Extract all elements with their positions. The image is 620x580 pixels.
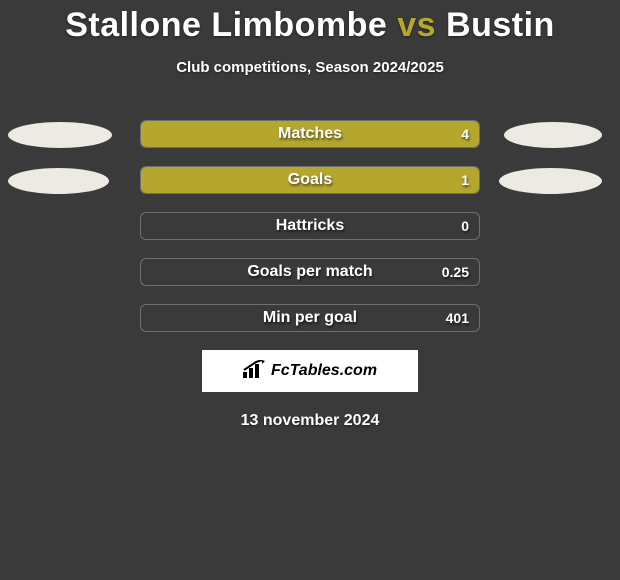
stat-bar: Goals1 (140, 166, 480, 194)
date-stamp: 13 november 2024 (0, 412, 620, 430)
stat-label: Goals per match (141, 263, 479, 281)
comparison-widget: Stallone Limbombe vs Bustin Club competi… (0, 0, 620, 430)
stat-label: Matches (141, 125, 479, 143)
bar-chart-icon (243, 360, 265, 383)
stat-label: Goals (141, 171, 479, 189)
vs-separator: vs (397, 6, 436, 44)
stat-row: Matches4 (0, 120, 620, 150)
stat-value: 0.25 (442, 264, 469, 280)
stat-label: Hattricks (141, 217, 479, 235)
stat-bar: Goals per match0.25 (140, 258, 480, 286)
stat-label: Min per goal (141, 309, 479, 327)
brand-name: FcTables.com (271, 362, 377, 380)
stat-bar: Matches4 (140, 120, 480, 148)
right-ellipse (499, 168, 602, 194)
left-ellipse (8, 168, 109, 194)
stat-row: Goals per match0.25 (0, 258, 620, 288)
stats-list: Matches4Goals1Hattricks0Goals per match0… (0, 120, 620, 334)
stat-value: 0 (461, 218, 469, 234)
stat-bar: Min per goal401 (140, 304, 480, 332)
brand-footer[interactable]: FcTables.com (202, 350, 418, 392)
stat-row: Goals1 (0, 166, 620, 196)
stat-bar: Hattricks0 (140, 212, 480, 240)
stat-row: Hattricks0 (0, 212, 620, 242)
stat-value: 4 (461, 126, 469, 142)
stat-value: 401 (446, 310, 469, 326)
stat-value: 1 (461, 172, 469, 188)
right-ellipse (504, 122, 602, 148)
left-ellipse (8, 122, 112, 148)
subtitle: Club competitions, Season 2024/2025 (0, 59, 620, 76)
page-title: Stallone Limbombe vs Bustin (0, 6, 620, 45)
stat-row: Min per goal401 (0, 304, 620, 334)
player-b-name: Bustin (446, 6, 555, 44)
player-a-name: Stallone Limbombe (65, 6, 387, 44)
